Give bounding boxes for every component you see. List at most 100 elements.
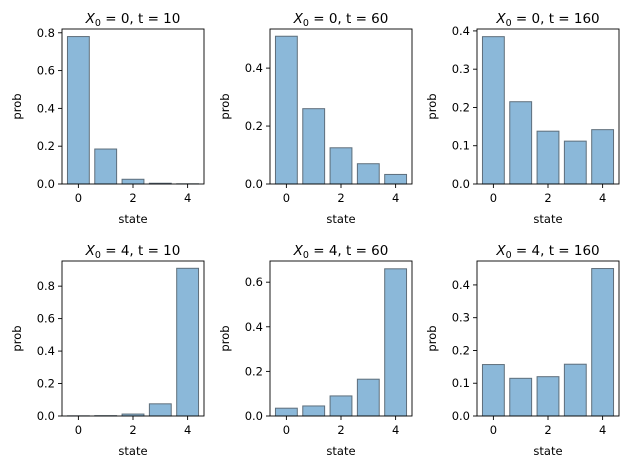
subplot-title: X0 = 0, t = 60 <box>293 11 389 29</box>
title-var: X <box>495 11 506 27</box>
bar-state-2 <box>536 376 560 417</box>
bar-state-0 <box>481 364 505 417</box>
x-axis-label: state <box>533 444 562 458</box>
bar-state-3 <box>563 140 587 185</box>
title-var: X <box>495 243 506 259</box>
bar-state-2 <box>329 147 353 185</box>
y-tick-label: 0.4 <box>245 61 263 75</box>
x-tick-label: 2 <box>129 423 136 437</box>
x-tick-label: 4 <box>392 191 399 205</box>
y-tick-label: 0.4 <box>452 24 470 38</box>
y-axis-label: prob <box>218 93 232 119</box>
x-axis-label: state <box>326 212 355 226</box>
y-tick-label: 0.4 <box>37 101 55 115</box>
y-tick-label: 0.6 <box>37 64 55 78</box>
y-tick-label: 0.0 <box>245 409 263 423</box>
x-axis-label: state <box>118 444 147 458</box>
bar-state-1 <box>302 405 326 417</box>
y-tick-label: 0.1 <box>452 376 470 390</box>
bar-state-1 <box>509 101 533 185</box>
x-axis-label: state <box>118 212 147 226</box>
y-axis-label: prob <box>218 325 232 351</box>
bar-state-2 <box>536 130 560 185</box>
bar-state-0 <box>66 36 90 185</box>
bar-state-1 <box>94 148 118 185</box>
bar-state-4 <box>384 268 408 417</box>
y-tick-label: 0.2 <box>37 377 55 391</box>
y-tick-label: 0.6 <box>37 312 55 326</box>
y-tick-label: 0.3 <box>452 62 470 76</box>
bar-state-3 <box>563 363 587 417</box>
title-subscript: 0 <box>303 250 309 261</box>
x-tick-label: 0 <box>75 423 82 437</box>
y-tick-label: 0.0 <box>452 177 470 191</box>
x-tick-label: 4 <box>184 423 191 437</box>
title-rest: = 0, t = 60 <box>309 11 388 27</box>
y-tick-label: 0.2 <box>245 364 263 378</box>
x-tick-label: 2 <box>337 191 344 205</box>
y-tick-label: 0.3 <box>452 311 470 325</box>
y-axis-label: prob <box>10 93 24 119</box>
bar-state-1 <box>302 108 326 185</box>
bar-state-2 <box>329 395 353 417</box>
x-tick-label: 4 <box>392 423 399 437</box>
x-tick-label: 2 <box>337 423 344 437</box>
bar-state-3 <box>356 378 380 417</box>
y-tick-label: 0.8 <box>37 26 55 40</box>
title-rest: = 0, t = 10 <box>101 11 180 27</box>
x-tick-label: 0 <box>283 191 290 205</box>
bar-state-4 <box>591 268 615 417</box>
title-subscript: 0 <box>95 250 101 261</box>
y-tick-label: 0.0 <box>245 177 263 191</box>
x-tick-label: 0 <box>75 191 82 205</box>
y-axis-label: prob <box>425 93 439 119</box>
y-tick-label: 0.0 <box>37 177 55 191</box>
x-tick-label: 2 <box>544 423 551 437</box>
x-tick-label: 4 <box>599 191 606 205</box>
subplot-title: X0 = 4, t = 60 <box>293 243 389 261</box>
x-tick-label: 0 <box>490 423 497 437</box>
bar-state-2 <box>121 178 145 185</box>
y-tick-label: 0.2 <box>452 343 470 357</box>
y-tick-label: 0.0 <box>37 409 55 423</box>
x-tick-label: 2 <box>544 191 551 205</box>
bar-state-4 <box>176 267 200 417</box>
subplot-title: X0 = 0, t = 160 <box>495 11 599 29</box>
y-tick-label: 0.1 <box>452 139 470 153</box>
y-tick-label: 0.8 <box>37 279 55 293</box>
title-subscript: 0 <box>506 250 512 261</box>
title-subscript: 0 <box>506 18 512 29</box>
title-var: X <box>85 11 96 27</box>
title-rest: = 0, t = 160 <box>512 11 600 27</box>
x-tick-label: 0 <box>490 191 497 205</box>
bar-state-3 <box>148 403 172 417</box>
bar-state-0 <box>274 35 298 185</box>
bar-state-1 <box>509 377 533 417</box>
bar-state-3 <box>356 163 380 185</box>
y-axis-label: prob <box>10 325 24 351</box>
y-tick-label: 0.2 <box>452 100 470 114</box>
y-tick-label: 0.4 <box>245 320 263 334</box>
title-subscript: 0 <box>95 18 101 29</box>
bar-state-4 <box>591 129 615 185</box>
y-tick-label: 0.2 <box>37 139 55 153</box>
x-tick-label: 0 <box>283 423 290 437</box>
title-var: X <box>85 243 96 259</box>
title-var: X <box>293 11 304 27</box>
x-tick-label: 4 <box>184 191 191 205</box>
y-tick-label: 0.4 <box>452 278 470 292</box>
y-tick-label: 0.0 <box>452 409 470 423</box>
title-subscript: 0 <box>303 18 309 29</box>
title-rest: = 4, t = 60 <box>309 243 388 259</box>
y-tick-label: 0.6 <box>245 275 263 289</box>
y-tick-label: 0.4 <box>37 344 55 358</box>
bar-state-0 <box>481 36 505 185</box>
title-rest: = 4, t = 10 <box>101 243 180 259</box>
subplot-title: X0 = 0, t = 10 <box>85 11 181 29</box>
